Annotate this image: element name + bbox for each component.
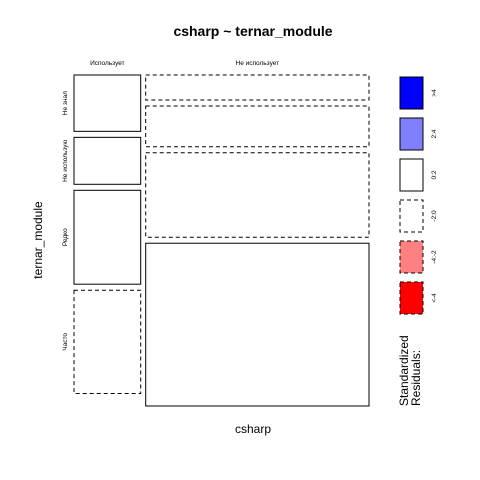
mosaic-cell-не-использует-редко [145,152,370,238]
mosaic-cell-использует-не-знал [73,74,142,132]
mosaic-cells [73,74,370,407]
y-category-label: Не знал [62,91,69,115]
x-category-label: Использует [90,60,125,67]
x-category-label: Не использует [236,60,280,67]
legend-title-line-1: Standardized [397,335,411,406]
legend-swatch [399,240,424,274]
legend-label: 2:4 [431,129,438,138]
x-axis-label: csharp [235,422,271,436]
legend-label: <-4 [431,293,438,303]
legend-label: -4:-2 [431,250,438,264]
mosaic-cell-не-использует-не-знал [145,74,370,101]
mosaic-cell-использует-не-использую [73,136,142,185]
mosaic-cell-использует-часто [73,289,142,394]
x-category-labels: Использует Не использует [90,60,279,67]
y-category-label: Часто [62,333,69,351]
mosaic-cell-не-использует-не-использую [145,105,370,148]
mosaic-cell-не-использует-часто [145,242,370,407]
mosaic-cell-использует-редко [73,189,142,285]
legend-swatch [399,281,424,315]
y-category-label: Редко [62,228,69,246]
legend-swatch [399,199,424,233]
y-axis-label: ternar_module [31,201,45,279]
legend: >4 2:4 0:2 -2:0 -4:-2 <-4 [399,76,438,315]
legend-swatch [399,158,424,192]
y-category-label: Не использую [62,140,69,182]
legend-swatch [399,76,424,110]
legend-label: -2:0 [431,210,438,222]
legend-swatch [399,117,424,151]
legend-label: >4 [431,89,438,97]
y-category-labels: Не знал Не использую Редко Часто [62,91,69,351]
legend-label: 0:2 [431,170,438,179]
chart-title: csharp ~ ternar_module [173,23,332,39]
legend-title-line-2: Residuals: [409,350,423,406]
